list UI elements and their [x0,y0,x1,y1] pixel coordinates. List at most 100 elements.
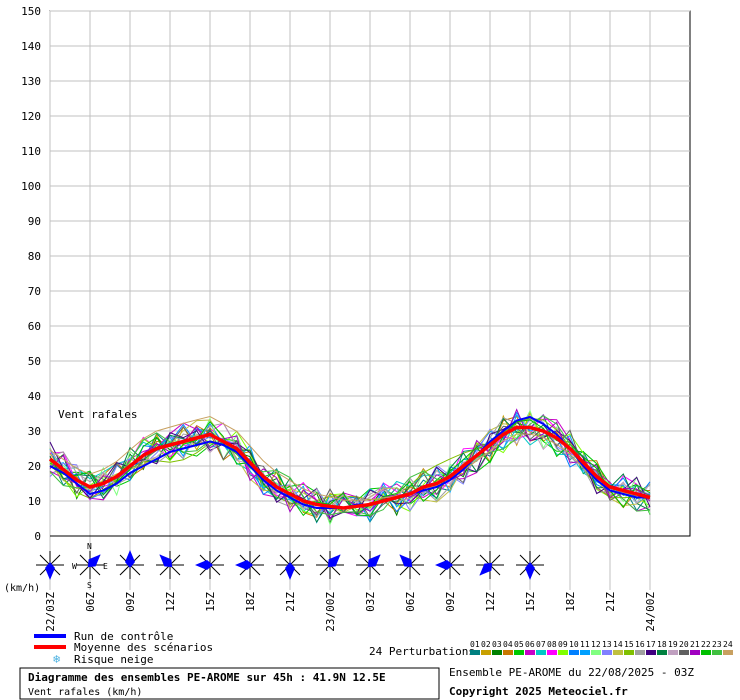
perturbation-swatch [591,650,601,655]
perturbation-swatch [624,650,634,655]
y-tick-label: 150 [21,5,41,18]
perturbation-swatch [723,650,733,655]
wind-direction-row: N W E S [36,542,544,590]
x-tick-label: 23/00Z [324,592,337,632]
perturbation-id: 06 [525,640,535,649]
perturbation-id: 20 [679,640,689,649]
perturbation-id: 11 [580,640,590,649]
perturbation-id: 08 [547,640,557,649]
perturbation-swatch [668,650,678,655]
perturbation-id: 15 [624,640,634,649]
x-tick-label: 22/03Z [44,592,57,632]
wind-arrow-shape [399,554,413,568]
perturbation-swatch [690,650,700,655]
footer-subtitle: Vent rafales (km/h) [28,687,142,698]
perturbation-swatch [514,650,524,655]
perturbation-swatch [679,650,689,655]
footer-box [19,667,440,700]
wind-rose-icon [396,551,424,579]
compass-w: W [72,562,77,571]
legend-control-label: Run de contrôle [74,630,173,643]
series-label: Vent rafales [58,408,137,421]
wind-arrow-shape [159,554,173,568]
x-tick-label: 18Z [564,592,577,612]
wind-rose-icon [116,550,144,579]
perturbation-id: 04 [503,640,513,649]
wind-rose-icon [356,551,384,579]
y-tick-label: 70 [28,285,41,298]
x-tick-label: 09Z [444,592,457,612]
y-tick-label: 140 [21,40,41,53]
x-tick-label: 18Z [244,592,257,612]
wind-rose-icon [195,551,224,579]
wind-rose-icon [516,551,544,580]
perturbation-id: 21 [690,640,700,649]
y-tick-label: 110 [21,145,41,158]
x-tick-label: 24/00Z [644,592,657,632]
x-tick-label: 03Z [364,592,377,612]
wind-arrow-shape [435,560,453,570]
y-unit-label: (km/h) [4,583,40,594]
x-tick-label: 12Z [164,592,177,612]
y-tick-label: 20 [28,460,41,473]
wind-rose-icon [76,551,104,579]
wind-arrow-shape [235,560,253,570]
y-tick-label: 80 [28,250,41,263]
wind-arrow-shape [327,554,341,568]
y-tick-label: 10 [28,495,41,508]
x-tick-label: 15Z [524,592,537,612]
x-axis: 22/03Z 06Z 09Z 12Z 15Z 18Z 21Z 23/00Z 03Z 06Z 09Z 1… [44,592,657,632]
y-tick-label: 30 [28,425,41,438]
y-tick-label: 50 [28,355,41,368]
wind-arrow-shape [87,554,101,568]
perturbation-swatch [569,650,579,655]
wind-arrow-shape [45,562,55,580]
perturbation-swatch [481,650,491,655]
y-tick-label: 130 [21,75,41,88]
perturbation-line-24 [49,415,651,501]
x-tick-label: 06Z [84,592,97,612]
main-series [48,415,651,510]
x-tick-label: 12Z [484,592,497,612]
wind-rose-icon [316,551,344,579]
perturbation-swatch [613,650,623,655]
wind-arrow-shape [125,550,135,568]
y-tick-label: 0 [34,530,41,543]
perturbation-id: 16 [635,640,645,649]
wind-rose-icon [476,551,504,579]
perturbation-line-22 [49,419,651,517]
x-tick-label: 21Z [284,592,297,612]
perturbation-swatch [536,650,546,655]
snowflake-icon: ❄ [53,652,60,666]
perturbation-id: 05 [514,640,524,649]
perturbation-swatch [602,650,612,655]
x-tick-label: 15Z [204,592,217,612]
perturbation-id: 23 [712,640,722,649]
compass-n: N [87,542,92,551]
perturbation-swatch [558,650,568,655]
perturbation-id: 24 [723,640,733,649]
wind-arrow-shape [525,562,535,580]
perturbation-count: 24 Perturbations [369,645,475,658]
perturbation-id: 12 [591,640,601,649]
perturbation-swatch [525,650,535,655]
y-tick-label: 90 [28,215,41,228]
y-tick-label: 60 [28,320,41,333]
perturbation-swatch [646,650,656,655]
perturbation-legend: 01 02 03 04 05 06 07 08 09 10 11 12 13 14 15 16 17 18 19 20… [470,640,733,655]
wind-rose-icon [36,551,64,580]
wind-arrow-shape [285,562,295,580]
perturbation-id: 17 [646,640,656,649]
perturbation-id: 09 [558,640,568,649]
perturbation-swatch [712,650,722,655]
y-axis: 0 10 20 30 40 50 60 70 80 90 100 110 120 130 140 150 [21,5,41,543]
perturbation-swatch [492,650,502,655]
wind-arrow-shape [195,560,213,570]
wind-rose-icon [276,551,304,580]
compass-s: S [87,581,92,590]
wind-rose-icon [156,551,184,579]
legend-mean-label: Moyenne des scénarios [74,641,213,654]
ensemble-info: Ensemble PE-AROME du 22/08/2025 - 03Z [449,666,694,679]
perturbation-swatch [635,650,645,655]
wind-arrow-shape [367,554,381,568]
